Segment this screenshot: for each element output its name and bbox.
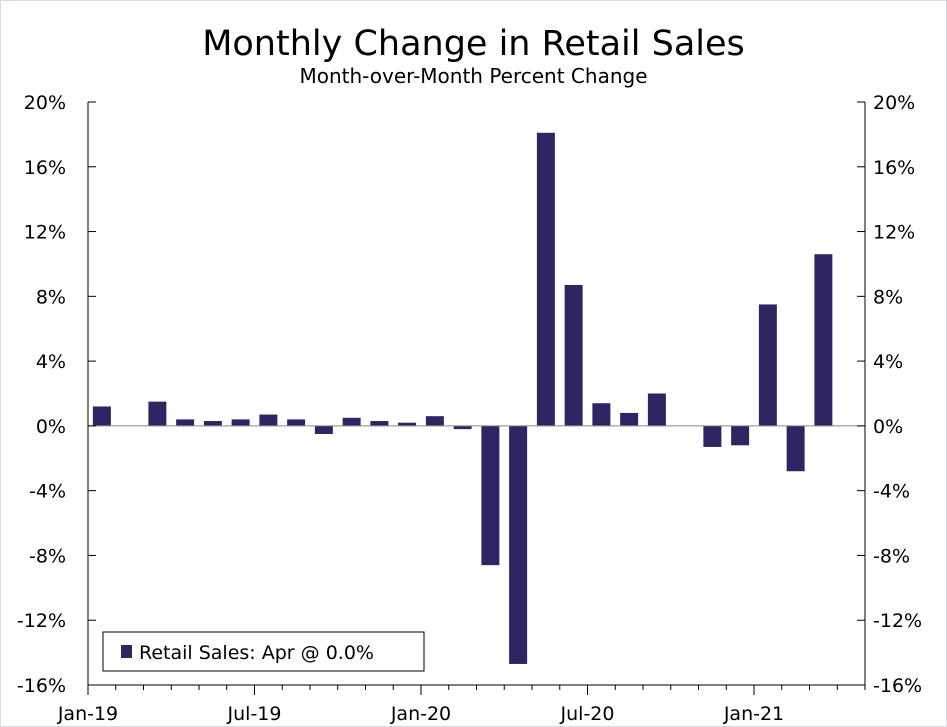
bar-Nov-20 (703, 425, 722, 447)
legend-box (102, 631, 425, 672)
bar-Apr-19 (176, 419, 195, 426)
y-tick-label-right: -4% (873, 481, 910, 503)
y-tick-label-right: 4% (873, 351, 903, 373)
bar-Dec-20 (731, 425, 750, 446)
x-tick-label: Jul-20 (560, 703, 615, 725)
x-tick-label: Jan-21 (723, 703, 784, 725)
y-tick-label-right: -12% (873, 610, 922, 632)
bar-Jan-21 (758, 304, 777, 426)
legend-swatch (121, 645, 132, 658)
axes-layer (87, 101, 866, 695)
bar-Mar-20 (481, 425, 500, 566)
bar-Jan-20 (425, 416, 444, 426)
bar-Sep-20 (647, 393, 666, 426)
bar-May-20 (536, 132, 555, 426)
x-tick-label: Jan-20 (390, 703, 451, 725)
legend: Retail Sales: Apr @ 0.0% (102, 631, 425, 672)
y-tick-label-left: 16% (24, 157, 66, 179)
bar-Mar-19 (148, 401, 167, 426)
bar-Mar-21 (814, 254, 833, 426)
y-tick-label-left: -16% (17, 675, 66, 697)
y-tick-label-right: 16% (873, 157, 915, 179)
bars-layer (92, 132, 833, 664)
y-tick-label-right: 0% (873, 416, 903, 438)
y-tick-label-left: -8% (29, 545, 66, 567)
bar-Jun-19 (231, 419, 250, 426)
bar-Feb-20 (453, 425, 472, 430)
y-tick-label-right: 20% (873, 92, 915, 114)
y-tick-label-left: -12% (17, 610, 66, 632)
y-tick-label-left: 8% (36, 286, 66, 308)
bar-Feb-21 (786, 425, 805, 472)
y-tick-label-left: 4% (36, 351, 66, 373)
y-tick-label-left: 0% (36, 416, 66, 438)
bar-Aug-20 (620, 412, 639, 426)
x-tick-label: Jul-19 (227, 703, 282, 725)
bar-Oct-19 (342, 417, 361, 426)
y-tick-label-left: -4% (29, 481, 66, 503)
bar-Nov-19 (370, 421, 389, 426)
labels-layer: 20% 20% 16% 16% 12% 12% 8% 8% 4% 4% 0% 0% -4% -4% -8% -… (17, 92, 922, 725)
y-tick-label-right: 8% (873, 286, 903, 308)
chart-title: Monthly Change in Retail Sales (202, 24, 745, 64)
bar-Sep-19 (314, 425, 333, 434)
y-tick-label-left: 12% (24, 222, 66, 244)
bar-Jul-20 (592, 403, 611, 426)
bar-Dec-19 (398, 422, 417, 426)
bar-Jul-19 (259, 414, 278, 426)
y-tick-label-right: -8% (873, 545, 910, 567)
bar-Aug-19 (287, 419, 306, 426)
y-tick-label-left: 20% (24, 92, 66, 114)
bar-Jan-19 (92, 406, 111, 426)
chart-subtitle: Month-over-Month Percent Change (299, 64, 648, 88)
y-tick-label-right: 12% (873, 222, 915, 244)
bar-Apr-20 (509, 425, 528, 664)
y-tick-label-right: -16% (873, 675, 922, 697)
legend-label: Retail Sales: Apr @ 0.0% (139, 642, 374, 664)
bar-May-19 (203, 421, 222, 426)
x-tick-label: Jan-19 (57, 703, 118, 725)
bar-Jun-20 (564, 285, 583, 426)
